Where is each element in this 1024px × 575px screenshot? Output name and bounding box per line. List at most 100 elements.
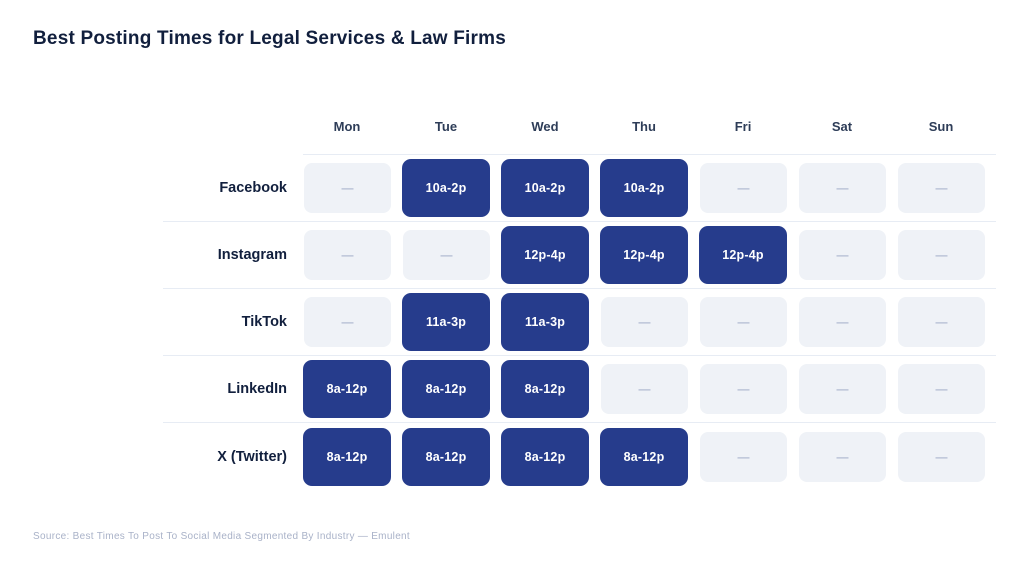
- header-spacer: [163, 105, 303, 155]
- time-cell-active: 10a-2p: [501, 159, 589, 217]
- time-slot: —: [303, 289, 402, 355]
- time-slot: —: [402, 222, 501, 288]
- time-slot: —: [600, 289, 699, 355]
- time-cell-active: 12p-4p: [600, 226, 688, 284]
- empty-dash: —: [638, 315, 651, 329]
- time-cell-active: 8a-12p: [402, 427, 490, 486]
- table-header-row: Mon Tue Wed Thu Fri Sat Sun: [163, 105, 996, 155]
- time-cell-active: 8a-12p: [501, 360, 589, 418]
- empty-dash: —: [836, 248, 849, 262]
- time-cell-empty: —: [898, 230, 985, 280]
- time-cell-empty: —: [304, 297, 391, 347]
- empty-dash: —: [935, 315, 948, 329]
- time-cell-empty: —: [304, 230, 391, 280]
- time-slot: —: [699, 423, 798, 490]
- time-cell-empty: —: [898, 297, 985, 347]
- day-header-track: Sun: [897, 105, 996, 155]
- platform-label: Instagram: [217, 247, 287, 263]
- time-slot: 11a-3p: [402, 289, 501, 355]
- empty-dash: —: [440, 248, 453, 262]
- empty-dash: —: [341, 248, 354, 262]
- time-cell-empty: —: [700, 364, 787, 414]
- table-row: LinkedIn 8a-12p 8a-12p 8a-12p — — — —: [163, 356, 996, 423]
- empty-dash: —: [935, 181, 948, 195]
- time-cell-empty: —: [799, 230, 886, 280]
- time-cell-active: 8a-12p: [501, 427, 589, 486]
- time-cell-empty: —: [799, 431, 886, 482]
- time-cell-active: 12p-4p: [699, 226, 787, 284]
- empty-dash: —: [737, 449, 750, 464]
- time-cell-active: 12p-4p: [501, 226, 589, 284]
- day-header-track: Sat: [798, 105, 897, 155]
- platform-label: X (Twitter): [217, 448, 287, 465]
- time-cell-empty: —: [700, 431, 787, 482]
- day-header: Sat: [831, 119, 853, 134]
- time-slot: —: [699, 289, 798, 355]
- time-cell-empty: —: [799, 297, 886, 347]
- time-slot: 8a-12p: [303, 423, 402, 490]
- time-slot: 8a-12p: [501, 356, 600, 422]
- empty-dash: —: [935, 449, 948, 464]
- empty-dash: —: [737, 382, 750, 396]
- time-slot: 8a-12p: [402, 356, 501, 422]
- empty-dash: —: [836, 449, 849, 464]
- time-cell-empty: —: [898, 163, 985, 213]
- time-cell-active: 11a-3p: [501, 293, 589, 351]
- time-slot: 12p-4p: [600, 222, 699, 288]
- empty-dash: —: [341, 181, 354, 195]
- time-slot: 8a-12p: [402, 423, 501, 490]
- time-slot: 8a-12p: [303, 356, 402, 422]
- day-header: Sun: [928, 119, 954, 134]
- day-header: Fri: [734, 119, 752, 134]
- time-slot: —: [897, 222, 996, 288]
- time-slot: —: [798, 289, 897, 355]
- time-cell-active: 10a-2p: [600, 159, 688, 217]
- time-slot: 11a-3p: [501, 289, 600, 355]
- time-slot: —: [897, 356, 996, 422]
- time-slot: —: [798, 423, 897, 490]
- time-slot: —: [798, 222, 897, 288]
- table-row: TikTok — 11a-3p 11a-3p — — — —: [163, 289, 996, 356]
- empty-dash: —: [737, 315, 750, 329]
- time-cell-empty: —: [403, 230, 490, 280]
- platform-label: TikTok: [241, 314, 287, 330]
- empty-dash: —: [935, 382, 948, 396]
- empty-dash: —: [836, 382, 849, 396]
- empty-dash: —: [737, 181, 750, 195]
- time-slot: —: [303, 222, 402, 288]
- time-cell-empty: —: [601, 297, 688, 347]
- day-header-track: Thu: [600, 105, 699, 155]
- time-cell-empty: —: [898, 431, 985, 482]
- time-slot: 10a-2p: [600, 155, 699, 221]
- day-header: Mon: [333, 119, 361, 134]
- time-cell-active: 8a-12p: [402, 360, 490, 418]
- time-cell-active: 8a-12p: [600, 427, 688, 486]
- time-slot: —: [897, 289, 996, 355]
- time-cell-active: 10a-2p: [402, 159, 490, 217]
- empty-dash: —: [935, 248, 948, 262]
- time-slot: —: [798, 155, 897, 221]
- time-slot: —: [897, 155, 996, 221]
- time-slot: —: [303, 155, 402, 221]
- time-slot: 12p-4p: [699, 222, 798, 288]
- time-slot: —: [699, 155, 798, 221]
- posting-times-table: Mon Tue Wed Thu Fri Sat Sun Facebook —10a-2p 10a…: [163, 105, 996, 490]
- time-cell-empty: —: [601, 364, 688, 414]
- platform-label: LinkedIn: [227, 381, 287, 397]
- time-slot: 8a-12p: [600, 423, 699, 490]
- page-title: Best Posting Times for Legal Services & …: [33, 28, 506, 49]
- time-slot: —: [600, 356, 699, 422]
- day-header-track: Tue: [402, 105, 501, 155]
- time-slot: 8a-12p: [501, 423, 600, 490]
- day-header-track: Wed: [501, 105, 600, 155]
- empty-dash: —: [341, 315, 354, 329]
- day-header-track: Fri: [699, 105, 798, 155]
- day-header-track: Mon: [303, 105, 402, 155]
- table-row: Facebook —10a-2p 10a-2p 10a-2p — — —: [163, 155, 996, 222]
- empty-dash: —: [836, 181, 849, 195]
- table-body: Facebook —10a-2p 10a-2p 10a-2p — — — Instagram —…: [163, 155, 996, 490]
- time-cell-empty: —: [799, 364, 886, 414]
- time-slot: 12p-4p: [501, 222, 600, 288]
- day-header: Thu: [632, 119, 656, 134]
- day-header: Tue: [434, 119, 458, 134]
